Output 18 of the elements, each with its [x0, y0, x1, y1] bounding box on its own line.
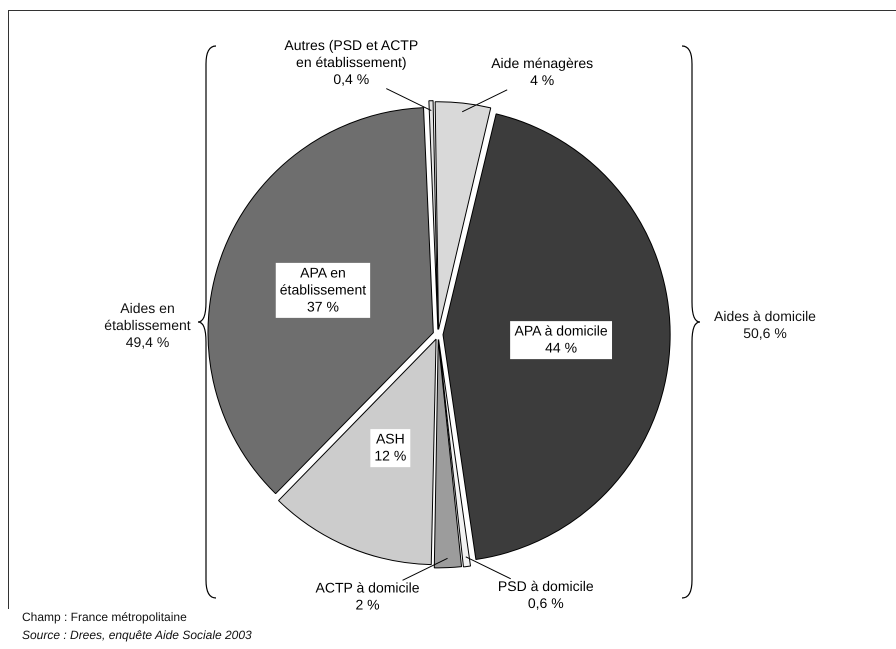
slice-label: Autres (PSD et ACTP en établissement)	[284, 36, 418, 70]
data-label: 37 %	[306, 298, 339, 314]
data-label: 44 %	[545, 339, 578, 356]
data-label: 2 %	[355, 596, 380, 613]
data-label: 0,4 %	[333, 70, 370, 87]
slice-label: ACTP à domicile	[316, 580, 420, 596]
slice-label: ASH	[376, 430, 405, 446]
slice-label: Aide ménagères	[491, 55, 594, 72]
text: Aides à domicile 50,6 %	[713, 308, 817, 342]
data-label: 12 %	[374, 447, 406, 464]
slice-label: APA en établissement	[280, 264, 366, 298]
slice-label: PSD à domicile	[498, 578, 594, 594]
source-note: Source : Drees, enquête Aide Sociale 2003	[22, 628, 252, 642]
text: Champ : France métropolitaine	[22, 610, 187, 624]
data-label: 4 %	[530, 72, 554, 88]
data-label: 0,6 %	[528, 595, 564, 612]
text: Aides en établissement 49,4 %	[103, 300, 192, 351]
slice-label: APA à domicile	[514, 322, 608, 338]
